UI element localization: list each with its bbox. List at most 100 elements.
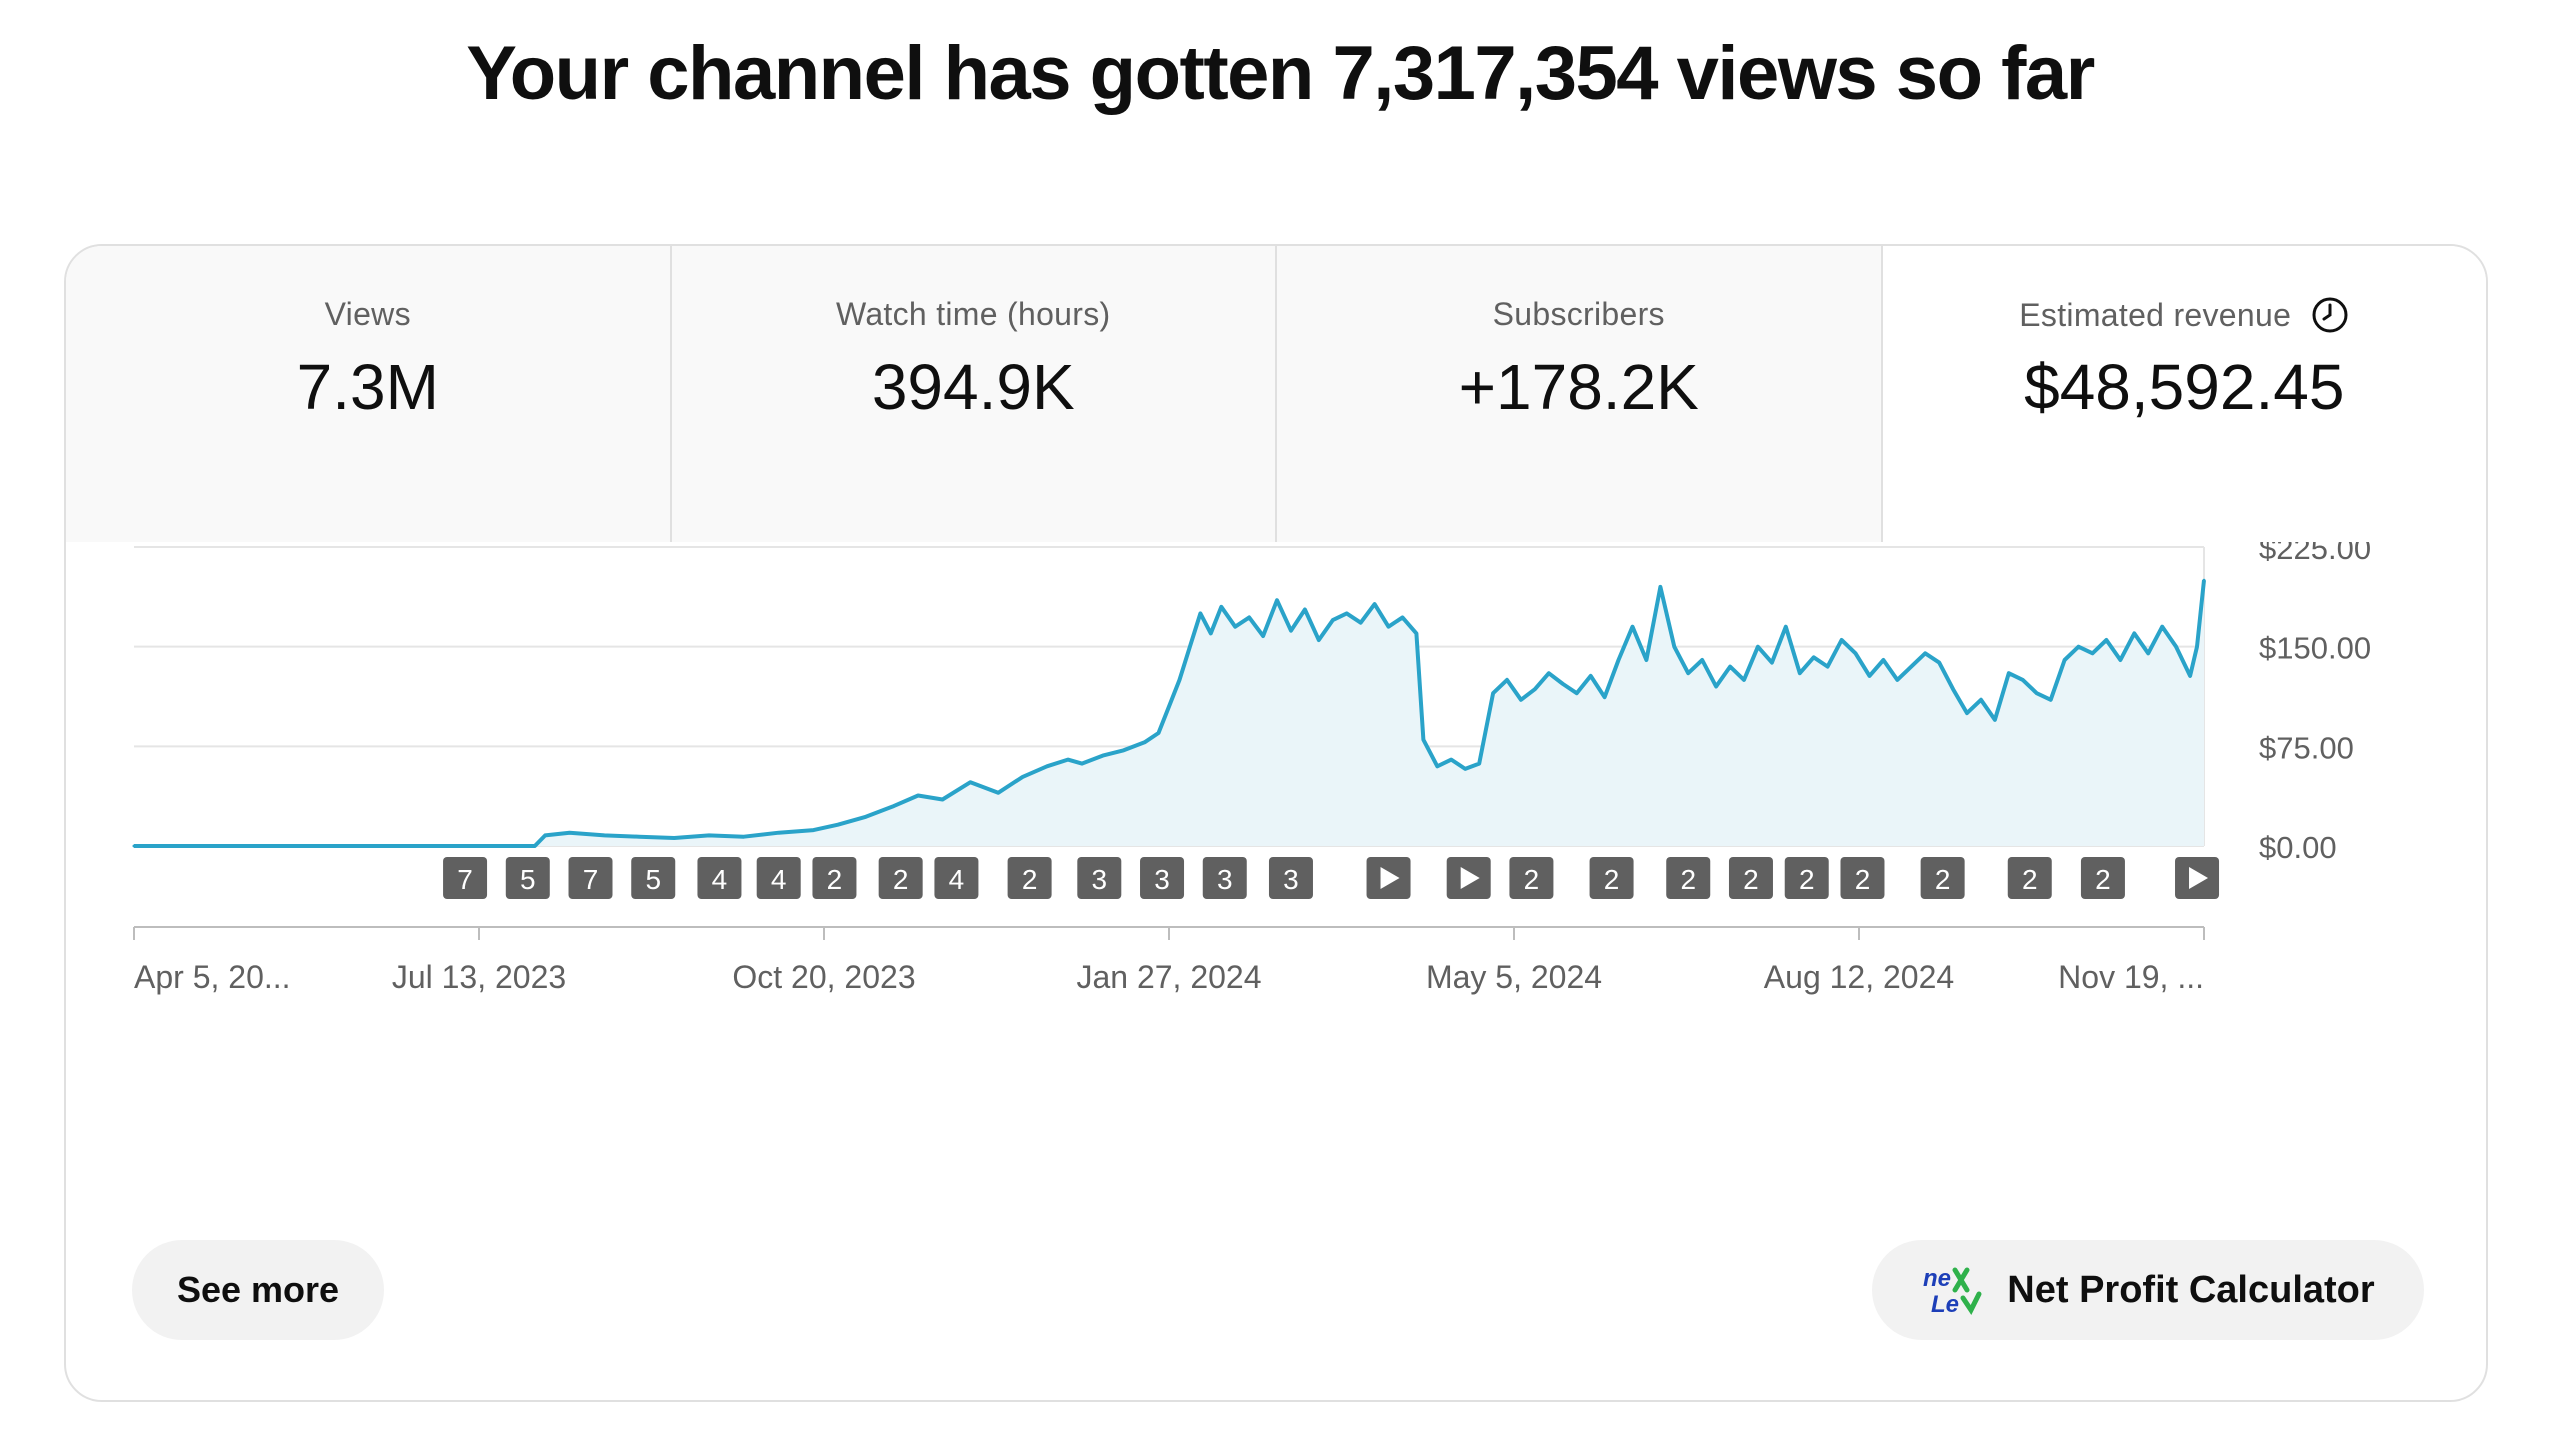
marker-box: [443, 857, 488, 899]
data-point: [1345, 611, 1349, 615]
revenue-area: [134, 580, 2204, 846]
data-point: [1519, 698, 1523, 702]
upload-count-marker[interactable]: 2: [1784, 857, 1829, 899]
marker-label: 2: [1680, 864, 1696, 895]
data-point: [1937, 661, 1941, 665]
data-point: [1826, 665, 1830, 669]
video-marker[interactable]: [2175, 857, 2220, 899]
data-point: [1219, 605, 1223, 609]
upload-count-marker[interactable]: 2: [1666, 857, 1711, 899]
upload-count-marker[interactable]: 2: [1007, 857, 1052, 899]
data-point: [1209, 631, 1213, 635]
tab-label-views: Views: [324, 296, 411, 332]
upload-count-marker[interactable]: 2: [1920, 857, 1965, 899]
y-tick-label: $0.00: [2259, 830, 2337, 865]
data-point: [968, 780, 972, 784]
data-point: [1686, 671, 1690, 675]
marker-label: 3: [1092, 864, 1108, 895]
upload-count-marker[interactable]: 2: [2007, 857, 2052, 899]
data-point: [2146, 651, 2150, 655]
upload-count-marker[interactable]: 3: [1077, 857, 1122, 899]
upload-count-marker[interactable]: 2: [812, 857, 857, 899]
upload-count-marker[interactable]: 5: [631, 857, 676, 899]
marker-box: [1589, 857, 1634, 899]
svg-text:Le: Le: [1931, 1291, 1959, 1318]
tab-subscribers[interactable]: Subscribers +178.2K: [1277, 246, 1883, 542]
data-point: [543, 833, 547, 837]
upload-count-marker[interactable]: 2: [1509, 857, 1554, 899]
upload-count-marker[interactable]: 2: [1840, 857, 1885, 899]
data-point: [1178, 678, 1181, 682]
data-point: [1909, 665, 1913, 669]
upload-count-marker[interactable]: 4: [697, 857, 742, 899]
data-point: [2118, 658, 2122, 662]
marker-box: [2080, 857, 2125, 899]
data-point: [1756, 645, 1760, 649]
data-point: [707, 833, 711, 837]
data-point: [2021, 678, 2025, 682]
metric-tabs: Views 7.3M Watch time (hours) 394.9K Sub…: [66, 246, 2486, 542]
marker-label: 2: [1935, 864, 1951, 895]
tab-value-subscribers: +178.2K: [1458, 351, 1699, 423]
data-point: [1547, 671, 1551, 675]
data-point: [1188, 645, 1192, 649]
x-tick-label: Aug 12, 2024: [1764, 959, 1954, 995]
tab-value-revenue: $48,592.45: [2024, 351, 2345, 423]
upload-count-marker[interactable]: 2: [878, 857, 923, 899]
data-point: [1951, 687, 1955, 691]
data-point: [1505, 678, 1509, 682]
marker-box: [2007, 857, 2052, 899]
data-point: [2007, 671, 2011, 675]
marker-label: 2: [893, 864, 909, 895]
upload-count-marker[interactable]: 2: [1728, 857, 1773, 899]
marker-box: [505, 857, 550, 899]
net-profit-calculator-button[interactable]: ne Le Net Profit Calculator: [1872, 1240, 2424, 1340]
data-point: [1421, 738, 1425, 742]
data-point: [941, 798, 944, 801]
clock-icon[interactable]: [2311, 296, 2349, 334]
marker-label: 2: [1855, 864, 1871, 895]
data-point: [2077, 645, 2080, 649]
upload-count-marker[interactable]: 3: [1140, 857, 1185, 899]
data-point: [1289, 629, 1293, 633]
marker-label: 4: [771, 864, 787, 895]
data-point: [1066, 758, 1070, 762]
marker-label: 2: [2095, 864, 2111, 895]
tab-label-subscribers: Subscribers: [1492, 296, 1665, 332]
marker-label: 2: [1524, 864, 1540, 895]
data-point: [1854, 651, 1857, 655]
upload-count-marker[interactable]: 3: [1268, 857, 1313, 899]
tab-estimated-revenue[interactable]: Estimated revenue $48,592.45: [1882, 246, 2486, 542]
tab-views[interactable]: Views 7.3M: [66, 246, 672, 542]
upload-count-marker[interactable]: 2: [2080, 857, 2125, 899]
marker-box: [1202, 857, 1247, 899]
revenue-chart: $225.00 $150.00 $75.00 $0.00 7 5 7 5 4 4 2 2 4 2 3 3 3 3 2…: [66, 542, 2486, 1082]
data-point: [1387, 625, 1390, 629]
upload-count-marker[interactable]: 7: [568, 857, 613, 899]
upload-count-marker[interactable]: 4: [756, 857, 801, 899]
data-point: [777, 831, 781, 835]
data-point: [1993, 718, 1997, 722]
marker-label: 2: [2022, 864, 2038, 895]
upload-count-marker[interactable]: 2: [1589, 857, 1634, 899]
video-marker[interactable]: [1366, 857, 1411, 899]
data-point: [1742, 678, 1746, 682]
x-tick-label: Oct 20, 2023: [732, 959, 915, 995]
marker-box: [1666, 857, 1711, 899]
tab-watch-time[interactable]: Watch time (hours) 394.9K: [671, 246, 1277, 542]
upload-count-marker[interactable]: 5: [505, 857, 550, 899]
data-point: [1449, 758, 1453, 762]
upload-count-marker[interactable]: 4: [934, 857, 979, 899]
video-marker[interactable]: [1446, 857, 1491, 899]
see-more-button[interactable]: See more: [132, 1240, 384, 1340]
marker-box: [1920, 857, 1965, 899]
data-point: [637, 835, 641, 839]
marker-box: [631, 857, 676, 899]
upload-count-marker[interactable]: 7: [443, 857, 488, 899]
play-icon: [2189, 867, 2209, 889]
marker-label: 5: [645, 864, 661, 895]
upload-count-marker[interactable]: 3: [1202, 857, 1247, 899]
data-point: [1157, 731, 1160, 735]
marker-label: 3: [1283, 864, 1299, 895]
